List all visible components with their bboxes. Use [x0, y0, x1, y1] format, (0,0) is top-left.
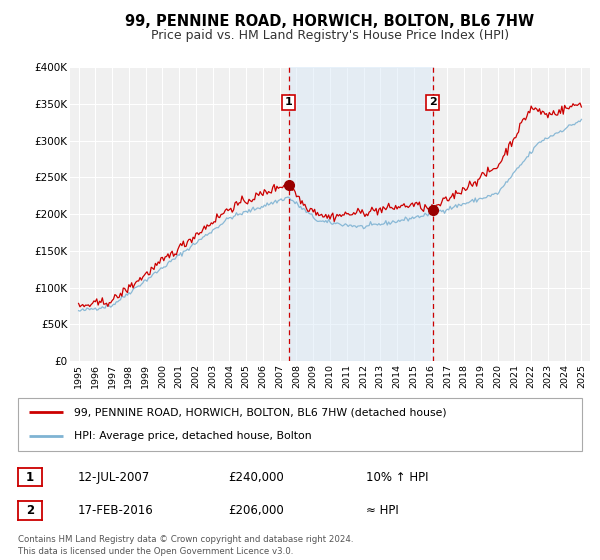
- Text: 10% ↑ HPI: 10% ↑ HPI: [366, 470, 428, 484]
- Text: 99, PENNINE ROAD, HORWICH, BOLTON, BL6 7HW (detached house): 99, PENNINE ROAD, HORWICH, BOLTON, BL6 7…: [74, 408, 447, 418]
- Text: Price paid vs. HM Land Registry's House Price Index (HPI): Price paid vs. HM Land Registry's House …: [151, 29, 509, 42]
- FancyBboxPatch shape: [18, 398, 582, 451]
- Text: 2: 2: [429, 97, 436, 108]
- Text: HPI: Average price, detached house, Bolton: HPI: Average price, detached house, Bolt…: [74, 431, 312, 441]
- Text: 1: 1: [285, 97, 292, 108]
- Text: £240,000: £240,000: [228, 470, 284, 484]
- Text: 99, PENNINE ROAD, HORWICH, BOLTON, BL6 7HW: 99, PENNINE ROAD, HORWICH, BOLTON, BL6 7…: [125, 14, 535, 29]
- Bar: [289, 67, 433, 361]
- Text: 17-FEB-2016: 17-FEB-2016: [78, 504, 154, 517]
- Text: £206,000: £206,000: [228, 504, 284, 517]
- Text: Contains HM Land Registry data © Crown copyright and database right 2024.
This d: Contains HM Land Registry data © Crown c…: [18, 535, 353, 556]
- Text: ≈ HPI: ≈ HPI: [366, 504, 399, 517]
- Text: 12-JUL-2007: 12-JUL-2007: [78, 470, 150, 484]
- Text: 1: 1: [26, 470, 34, 484]
- Text: 2: 2: [26, 504, 34, 517]
